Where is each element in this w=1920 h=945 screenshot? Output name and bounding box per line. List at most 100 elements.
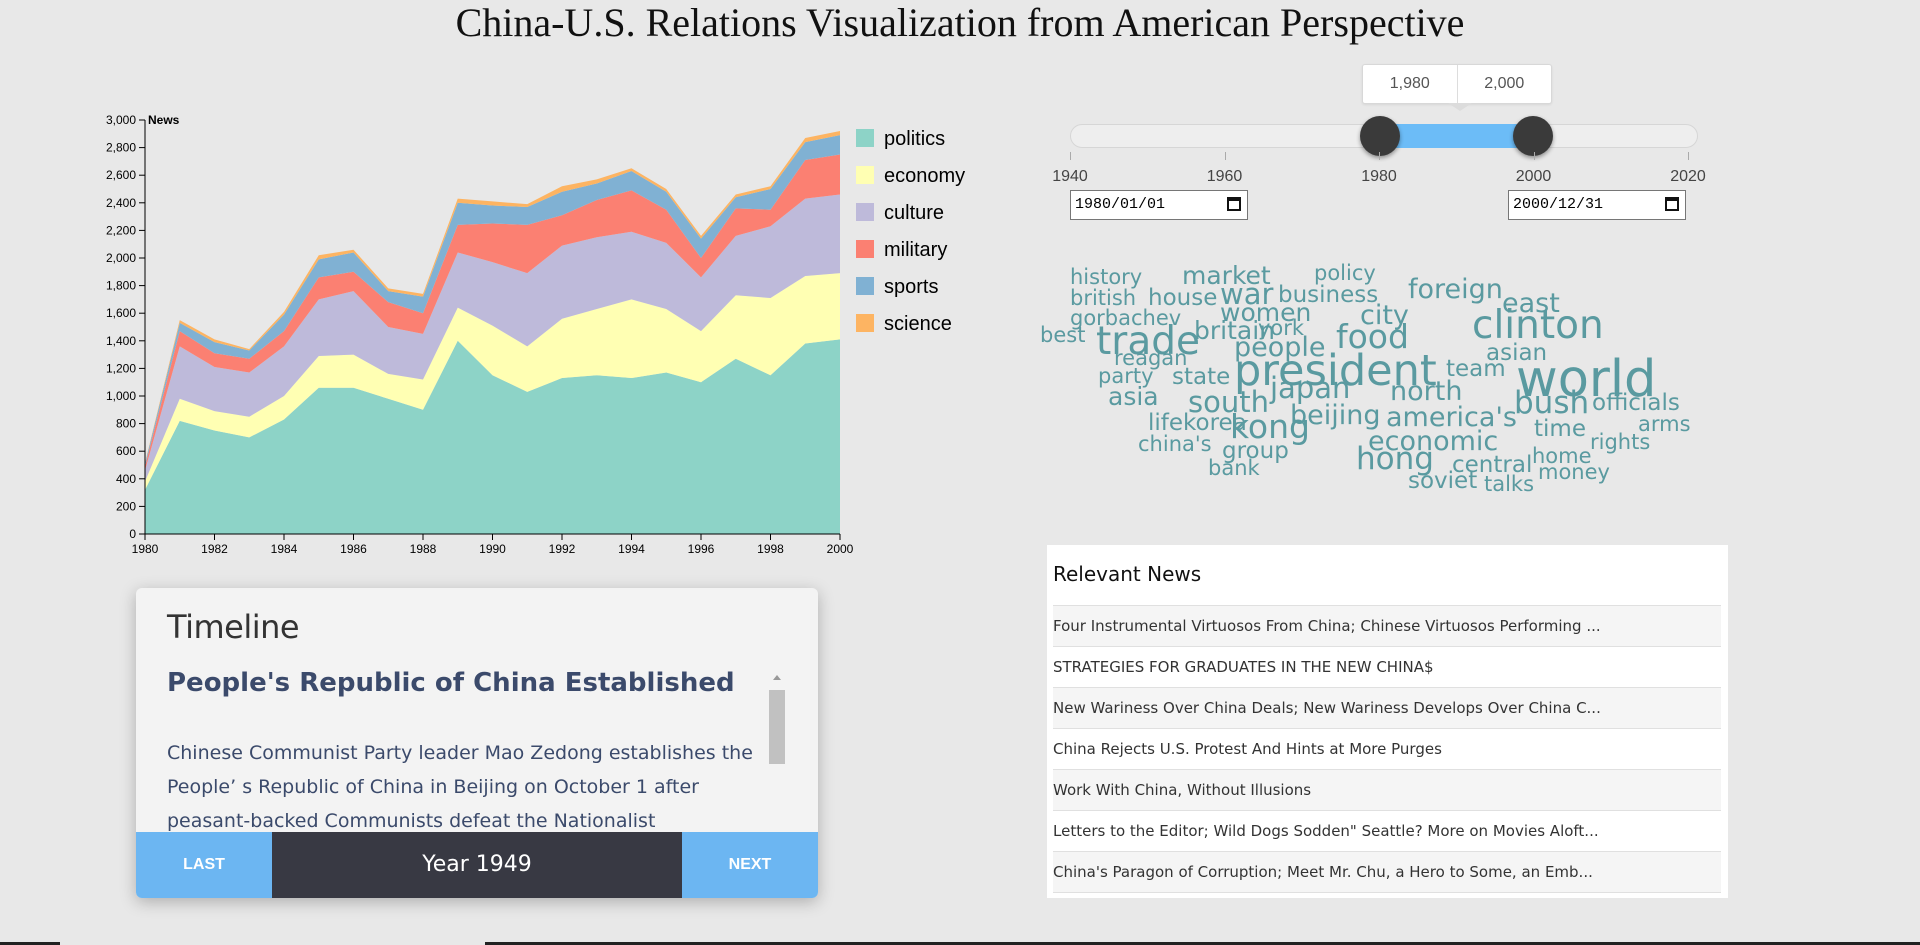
news-item[interactable]: China's Paragon of Corruption; Meet Mr. …: [1053, 852, 1721, 893]
news-item[interactable]: New Wariness Over China Deals; New Warin…: [1053, 688, 1721, 729]
word-japan[interactable]: japan: [1270, 371, 1351, 405]
legend-swatch-military: [856, 240, 874, 258]
word-americas[interactable]: america's: [1386, 402, 1517, 433]
x-tick-label: 1996: [688, 542, 715, 556]
scrollbar-thumb[interactable]: [769, 690, 785, 764]
x-tick-label: 1988: [410, 542, 437, 556]
legend-label-economy: economy: [884, 165, 965, 187]
word-time[interactable]: time: [1534, 416, 1586, 442]
word-beijing[interactable]: beijing: [1290, 400, 1381, 431]
next-button[interactable]: NEXT: [682, 832, 818, 898]
word-party[interactable]: party: [1098, 364, 1154, 388]
word-chinas[interactable]: china's: [1138, 432, 1212, 456]
word-women[interactable]: women: [1220, 298, 1312, 327]
x-tick-label: 2000: [827, 542, 854, 556]
word-state[interactable]: state: [1172, 364, 1231, 390]
word-south[interactable]: south: [1188, 385, 1269, 419]
word-team[interactable]: team: [1446, 356, 1506, 382]
news-item[interactable]: Work With China, Without Illusions: [1053, 770, 1721, 811]
relevant-news-panel: Relevant News Four Instrumental Virtuoso…: [1047, 545, 1728, 898]
word-central[interactable]: central: [1452, 452, 1533, 478]
legend-swatch-economy: [856, 166, 874, 184]
word-money[interactable]: money: [1538, 460, 1610, 484]
calendar-icon[interactable]: [1227, 197, 1241, 211]
timeline-scrollbar[interactable]: [768, 672, 786, 842]
timeline-nav-bar: LAST Year 1949 NEXT: [136, 832, 818, 898]
word-war[interactable]: war: [1220, 277, 1274, 311]
word-kong[interactable]: kong: [1230, 407, 1310, 446]
word-north[interactable]: north: [1390, 376, 1463, 407]
word-market[interactable]: market: [1182, 261, 1271, 290]
word-talks[interactable]: talks: [1484, 472, 1535, 496]
legend-swatch-sports: [856, 277, 874, 295]
area-military: [145, 154, 840, 471]
word-house[interactable]: house: [1148, 285, 1218, 311]
news-title: Relevant News: [1053, 562, 1202, 586]
word-hong[interactable]: hong: [1356, 441, 1434, 477]
word-bush[interactable]: bush: [1514, 385, 1590, 421]
word-soviet[interactable]: soviet: [1408, 468, 1478, 494]
range-tooltip: 1,980 2,000: [1362, 64, 1552, 104]
slider-tick-label: 2000: [1515, 168, 1552, 185]
word-trade[interactable]: trade: [1096, 319, 1200, 364]
y-axis-label: News: [148, 113, 180, 127]
y-tick-label: 400: [116, 472, 136, 486]
word-policy[interactable]: policy: [1314, 261, 1376, 285]
last-button[interactable]: LAST: [136, 832, 272, 898]
word-history[interactable]: history: [1070, 265, 1143, 289]
word-rights[interactable]: rights: [1590, 430, 1651, 454]
word-president[interactable]: president: [1234, 346, 1437, 396]
x-tick-label: 1998: [757, 542, 784, 556]
word-lifekorea[interactable]: lifekorea: [1148, 410, 1247, 436]
calendar-icon[interactable]: [1665, 197, 1679, 211]
slider-tick: [1224, 152, 1226, 160]
word-asia[interactable]: asia: [1108, 382, 1159, 411]
word-city[interactable]: city: [1360, 300, 1409, 331]
news-item[interactable]: China Rejects U.S. Protest And Hints at …: [1053, 729, 1721, 770]
y-tick-label: 0: [129, 527, 136, 541]
timeline-event-body: Chinese Communist Party leader Mao Zedon…: [167, 742, 753, 832]
scroll-up-icon[interactable]: [773, 675, 781, 680]
legend-label-sports: sports: [884, 276, 938, 298]
word-asian[interactable]: asian: [1486, 340, 1548, 366]
word-british[interactable]: british: [1070, 286, 1137, 310]
word-arms[interactable]: arms: [1638, 412, 1691, 436]
y-tick-label: 1,600: [106, 306, 136, 320]
year-range-slider[interactable]: 1,980 2,000 1940 1960 1980 2000 2020 1980/01…: [1052, 60, 1710, 230]
word-clinton[interactable]: clinton: [1472, 303, 1604, 348]
end-date-input[interactable]: 2000/12/31: [1508, 190, 1686, 220]
news-item[interactable]: STRATEGIES FOR GRADUATES IN THE NEW CHIN…: [1053, 647, 1721, 688]
y-tick-label: 3,000: [106, 113, 136, 127]
slider-high-handle[interactable]: [1513, 116, 1553, 156]
word-best[interactable]: best: [1040, 323, 1086, 347]
range-high-value: 2,000: [1484, 75, 1525, 92]
news-item[interactable]: Letters to the Editor; Wild Dogs Sodden"…: [1053, 811, 1721, 852]
word-reagan[interactable]: reagan: [1114, 346, 1188, 370]
word-home[interactable]: home: [1532, 444, 1592, 468]
word-britain[interactable]: britain: [1194, 316, 1276, 345]
news-item[interactable]: Four Instrumental Virtuosos From China; …: [1053, 606, 1721, 647]
word-group[interactable]: group: [1222, 438, 1289, 464]
x-tick-label: 1992: [549, 542, 576, 556]
word-people[interactable]: people: [1234, 332, 1326, 363]
word-bank[interactable]: bank: [1208, 456, 1260, 480]
slider-tick-label: 2020: [1670, 168, 1706, 185]
y-tick-label: 600: [116, 444, 136, 458]
word-officials[interactable]: officials: [1592, 390, 1680, 416]
timeline-header: Timeline: [167, 608, 300, 646]
word-foreign[interactable]: foreign: [1408, 274, 1503, 305]
word-world[interactable]: world: [1516, 350, 1657, 409]
word-food[interactable]: food: [1336, 317, 1409, 356]
word-east[interactable]: east: [1502, 288, 1560, 319]
word-economic[interactable]: economic: [1368, 426, 1499, 457]
word-gorbachev[interactable]: gorbachev: [1070, 306, 1182, 330]
word-york[interactable]: york: [1258, 316, 1305, 340]
range-low-value: 1,980: [1363, 65, 1458, 103]
x-tick-label: 1994: [618, 542, 645, 556]
word-business[interactable]: business: [1278, 282, 1379, 308]
slider-low-handle[interactable]: [1360, 116, 1400, 156]
y-tick-label: 800: [116, 417, 136, 431]
start-date-input[interactable]: 1980/01/01: [1070, 190, 1248, 220]
legend-label-science: science: [884, 313, 952, 335]
legend-swatch-science: [856, 314, 874, 332]
